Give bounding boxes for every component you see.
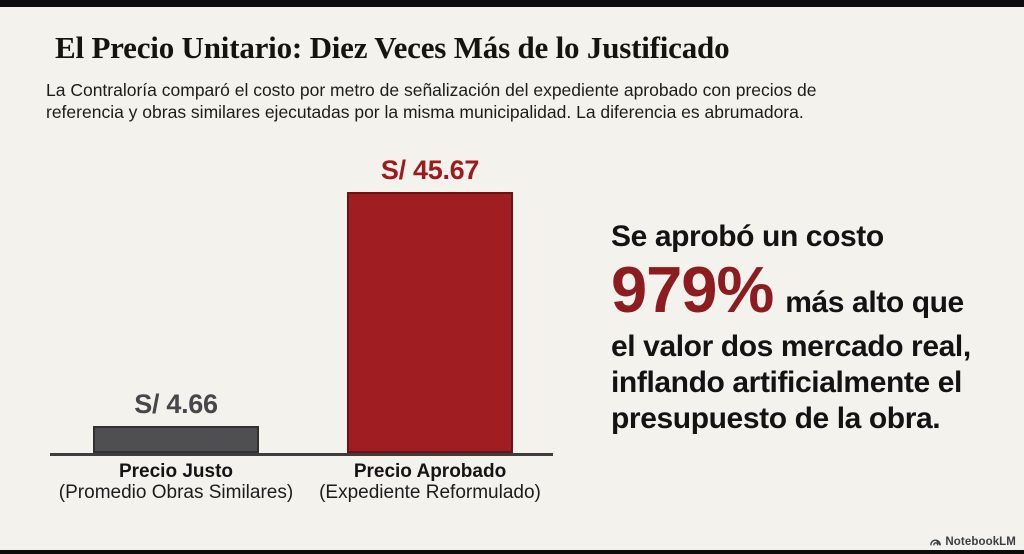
x-axis-label-precio-aprobado: Precio Aprobado (Expediente Reformulado)	[280, 461, 580, 503]
callout-line-3: el valor dos mercado real,	[611, 330, 971, 363]
callout-text-block: Se aprobó un costo 979% más alto que el …	[611, 219, 1017, 437]
bar-value-label-precio-aprobado: S/ 45.67	[380, 155, 480, 185]
x-axis-line	[50, 453, 553, 456]
category-name: Precio Aprobado	[353, 461, 507, 482]
notebooklm-label: NotebookLM	[945, 535, 1016, 548]
notebooklm-logo-icon	[930, 539, 942, 546]
category-sublabel: (Expediente Reformulado)	[319, 482, 541, 503]
subtitle-line-1: La Contraloría comparó el costo por metr…	[46, 80, 817, 100]
notebooklm-watermark: NotebookLM	[929, 535, 1016, 548]
bar-value-label-precio-justo: S/ 4.66	[134, 389, 218, 419]
page-subtitle: La Contraloría comparó el costo por metr…	[46, 79, 816, 123]
category-sublabel: (Promedio Obras Similares)	[58, 482, 294, 503]
x-axis-label-precio-justo: Precio Justo (Promedio Obras Similares)	[26, 461, 326, 503]
callout-line-2: más alto que	[785, 286, 964, 319]
bar-chart: S/ 4.66 S/ 45.67	[50, 150, 553, 456]
letterbox-bottom	[0, 550, 1024, 554]
bar-precio-justo	[93, 426, 259, 453]
callout-stat-percентage: 979%	[611, 253, 774, 326]
callout-line-4: inflando artificialmente el	[611, 366, 962, 399]
callout-stat-row: 979% más alto que	[611, 253, 1017, 326]
category-name: Precio Justo	[118, 461, 234, 482]
callout-line-5: presupuesto de la obra.	[611, 402, 941, 435]
page-title: El Precio Unitario: Diez Veces Más de lo…	[55, 30, 730, 65]
callout-line-1: Se aprobó un costo	[611, 220, 884, 253]
letterbox-top	[0, 0, 1024, 7]
bar-precio-aprobado	[347, 192, 513, 453]
subtitle-line-2: referencia y obras similares ejecutadas …	[46, 102, 804, 122]
